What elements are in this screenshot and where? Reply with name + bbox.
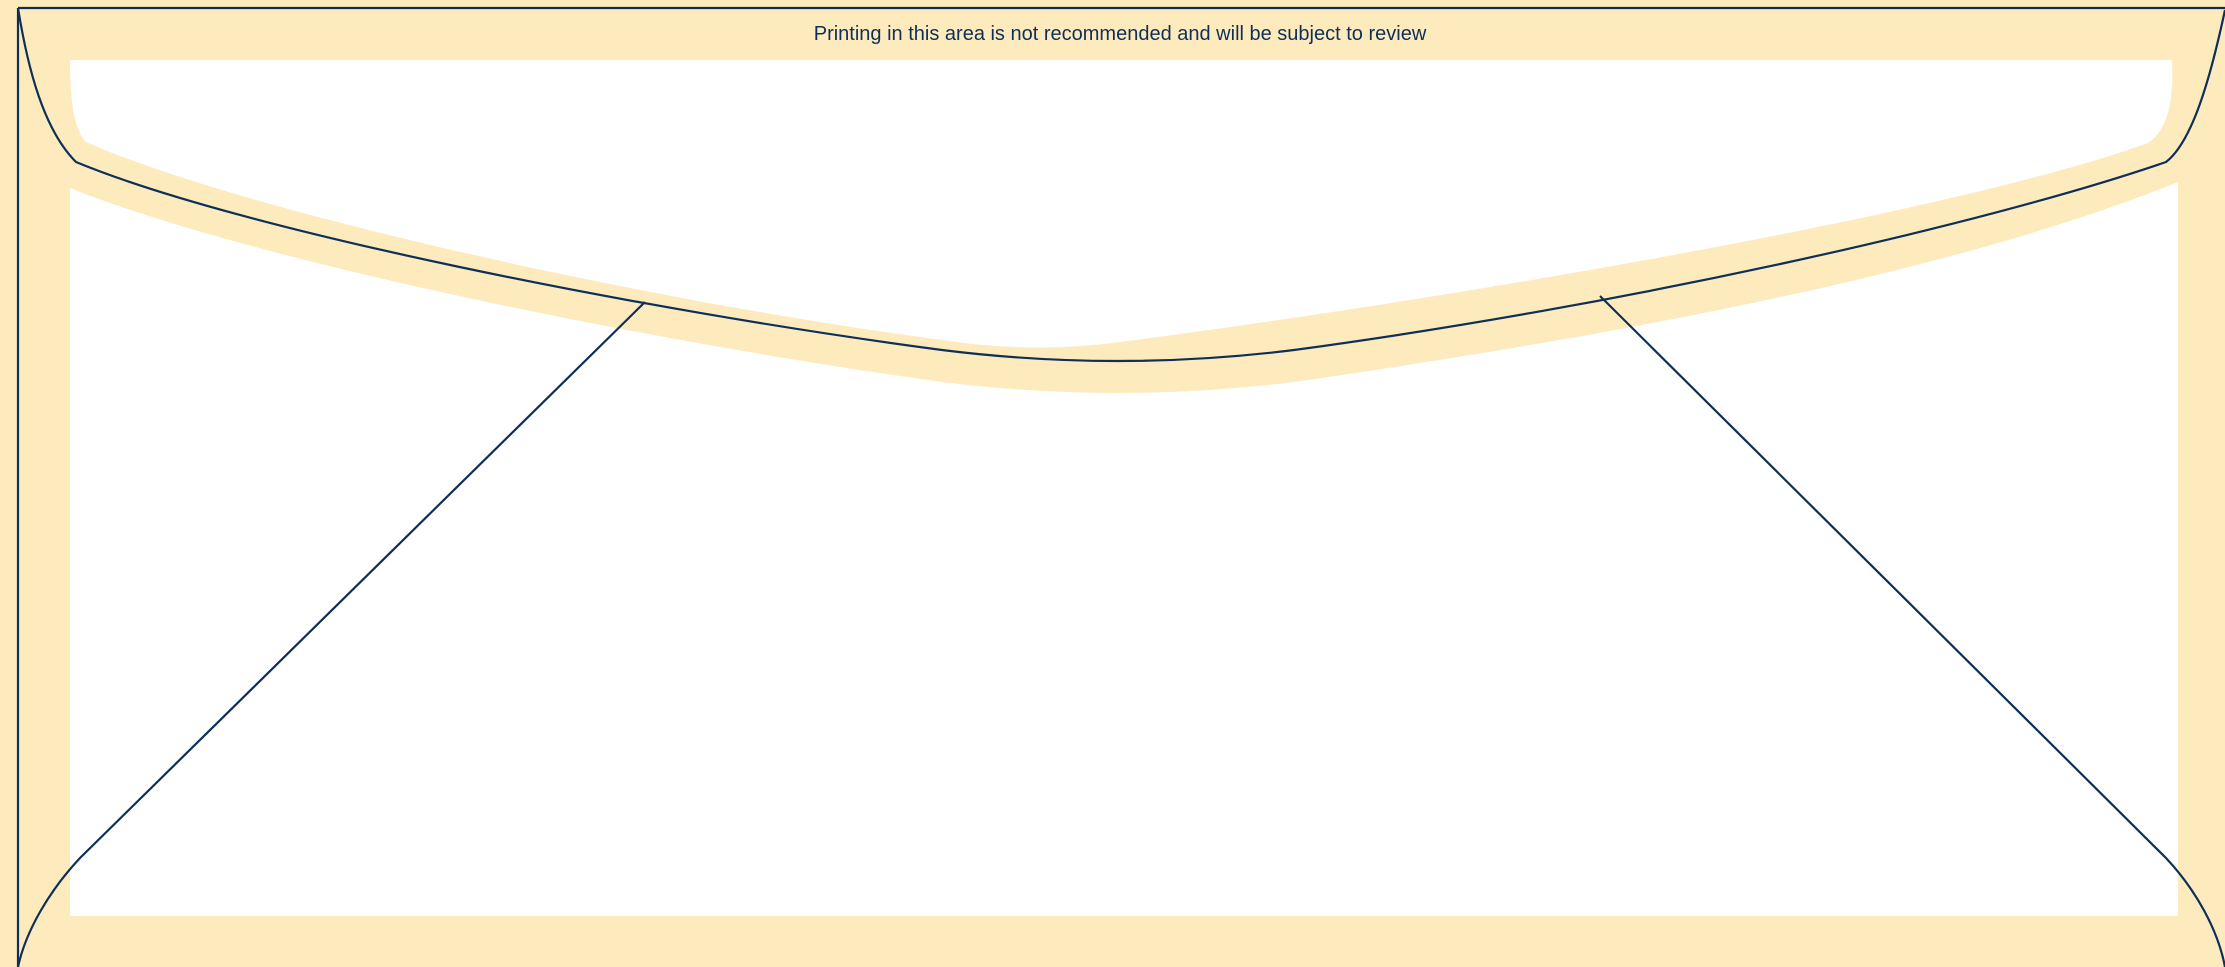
print-area-notice: Printing in this area is not recommended… — [813, 23, 1427, 45]
safe-area-body — [70, 182, 2178, 916]
safe-area-flap — [70, 60, 2173, 348]
flap-fold-line — [16, 7, 2225, 363]
right-seam-line — [1599, 295, 2225, 967]
left-seam-line — [16, 301, 646, 967]
